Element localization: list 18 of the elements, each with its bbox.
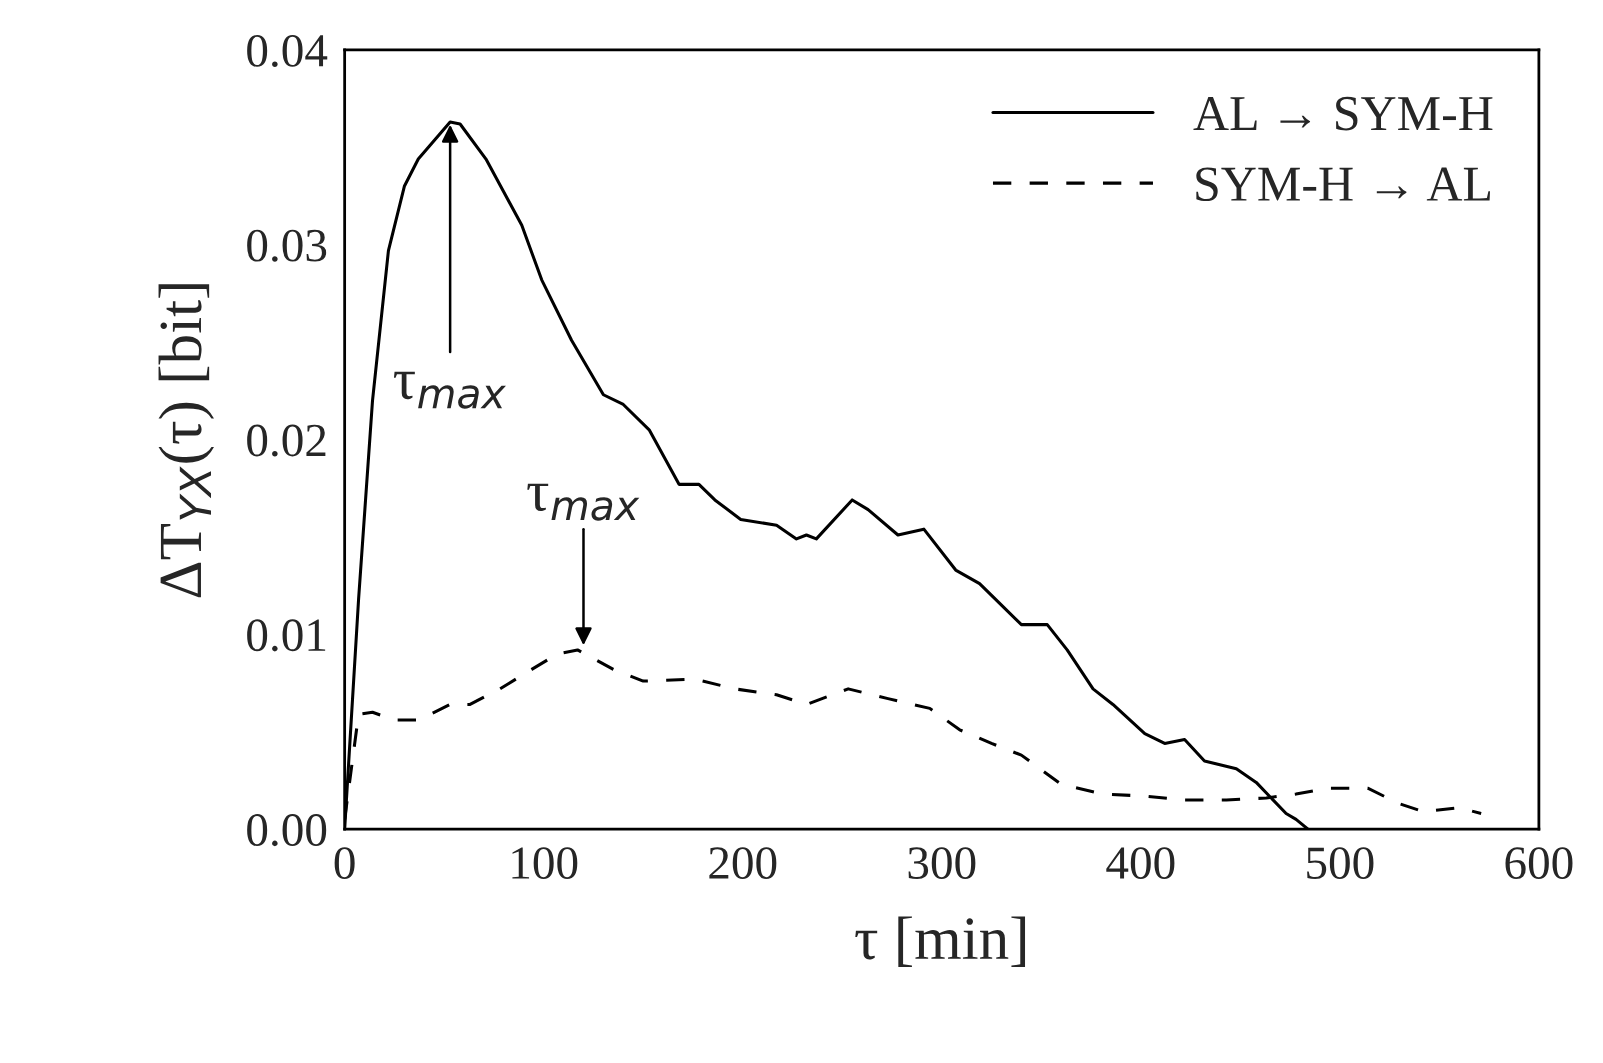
legend-label: AL → SYM-H: [1193, 96, 1493, 131]
x-tick-label: 200: [709, 847, 777, 880]
annotation: τ$_{max}$: [527, 483, 640, 521]
y-tick-label: 0.00: [247, 814, 327, 847]
y-tick-label: 0.03: [247, 229, 327, 262]
x-axis-title: τ [min]: [855, 916, 1026, 967]
legend-label: SYM-H → AL: [1196, 167, 1490, 202]
y-axis-title: ΔT$_{YX}$(τ) [bit]: [158, 284, 214, 598]
annotation: τ$_{max}$: [393, 371, 506, 409]
x-tick-label: 400: [1106, 847, 1175, 880]
x-tick-label: 500: [1307, 847, 1374, 880]
x-tick-label: 0: [334, 847, 355, 880]
y-tick-label: 0.04: [247, 34, 328, 68]
y-tick-label: 0.02: [247, 424, 326, 457]
y-tick-label: 0.01: [247, 619, 326, 652]
x-tick-label: 600: [1505, 847, 1573, 880]
x-tick-label: 300: [908, 847, 976, 880]
x-tick-label: 100: [512, 847, 578, 880]
